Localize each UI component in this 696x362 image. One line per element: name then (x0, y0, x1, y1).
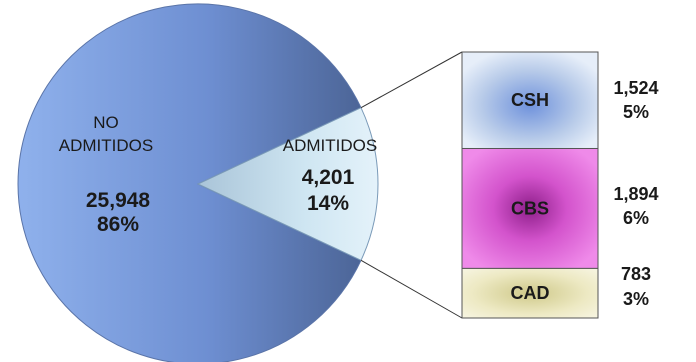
pie-slice-no-admitidos (17, 3, 362, 362)
bar-value-label: 1,894 (613, 184, 658, 204)
pie-slice-admitidos (196, 107, 379, 261)
stacked-bar-chart: CSH 1,524 5% CBS 1,894 6% CAD 783 3% (461, 51, 659, 319)
bar-value-label: 1,524 (613, 78, 658, 98)
pie-label-value: 4,201 (302, 166, 355, 189)
pie-label-name-line: ADMITIDOS (59, 136, 153, 155)
bar-category-label: CSH (511, 90, 549, 110)
bar-category-label: CAD (511, 283, 550, 303)
bar-segment-csh (461, 51, 599, 149)
bar-segment-cbs (461, 147, 599, 269)
pie-label-name-line: NO (93, 113, 119, 132)
pie-label-value: 25,948 (86, 189, 151, 212)
bar-category-label: CBS (511, 198, 549, 218)
connector-line-top (360, 51, 463, 109)
bar-percent-label: 3% (623, 289, 649, 309)
pie-label-percent: 14% (307, 192, 349, 215)
bar-value-label: 783 (621, 264, 651, 284)
bar-percent-label: 6% (623, 208, 649, 228)
connector-lines (360, 51, 463, 319)
bar-segment-cad (461, 267, 599, 319)
pie-label-name-line: ADMITIDOS (283, 136, 377, 155)
bar-percent-label: 5% (623, 102, 649, 122)
connector-line-bottom (360, 259, 463, 319)
pie-label-percent: 86% (97, 213, 139, 236)
